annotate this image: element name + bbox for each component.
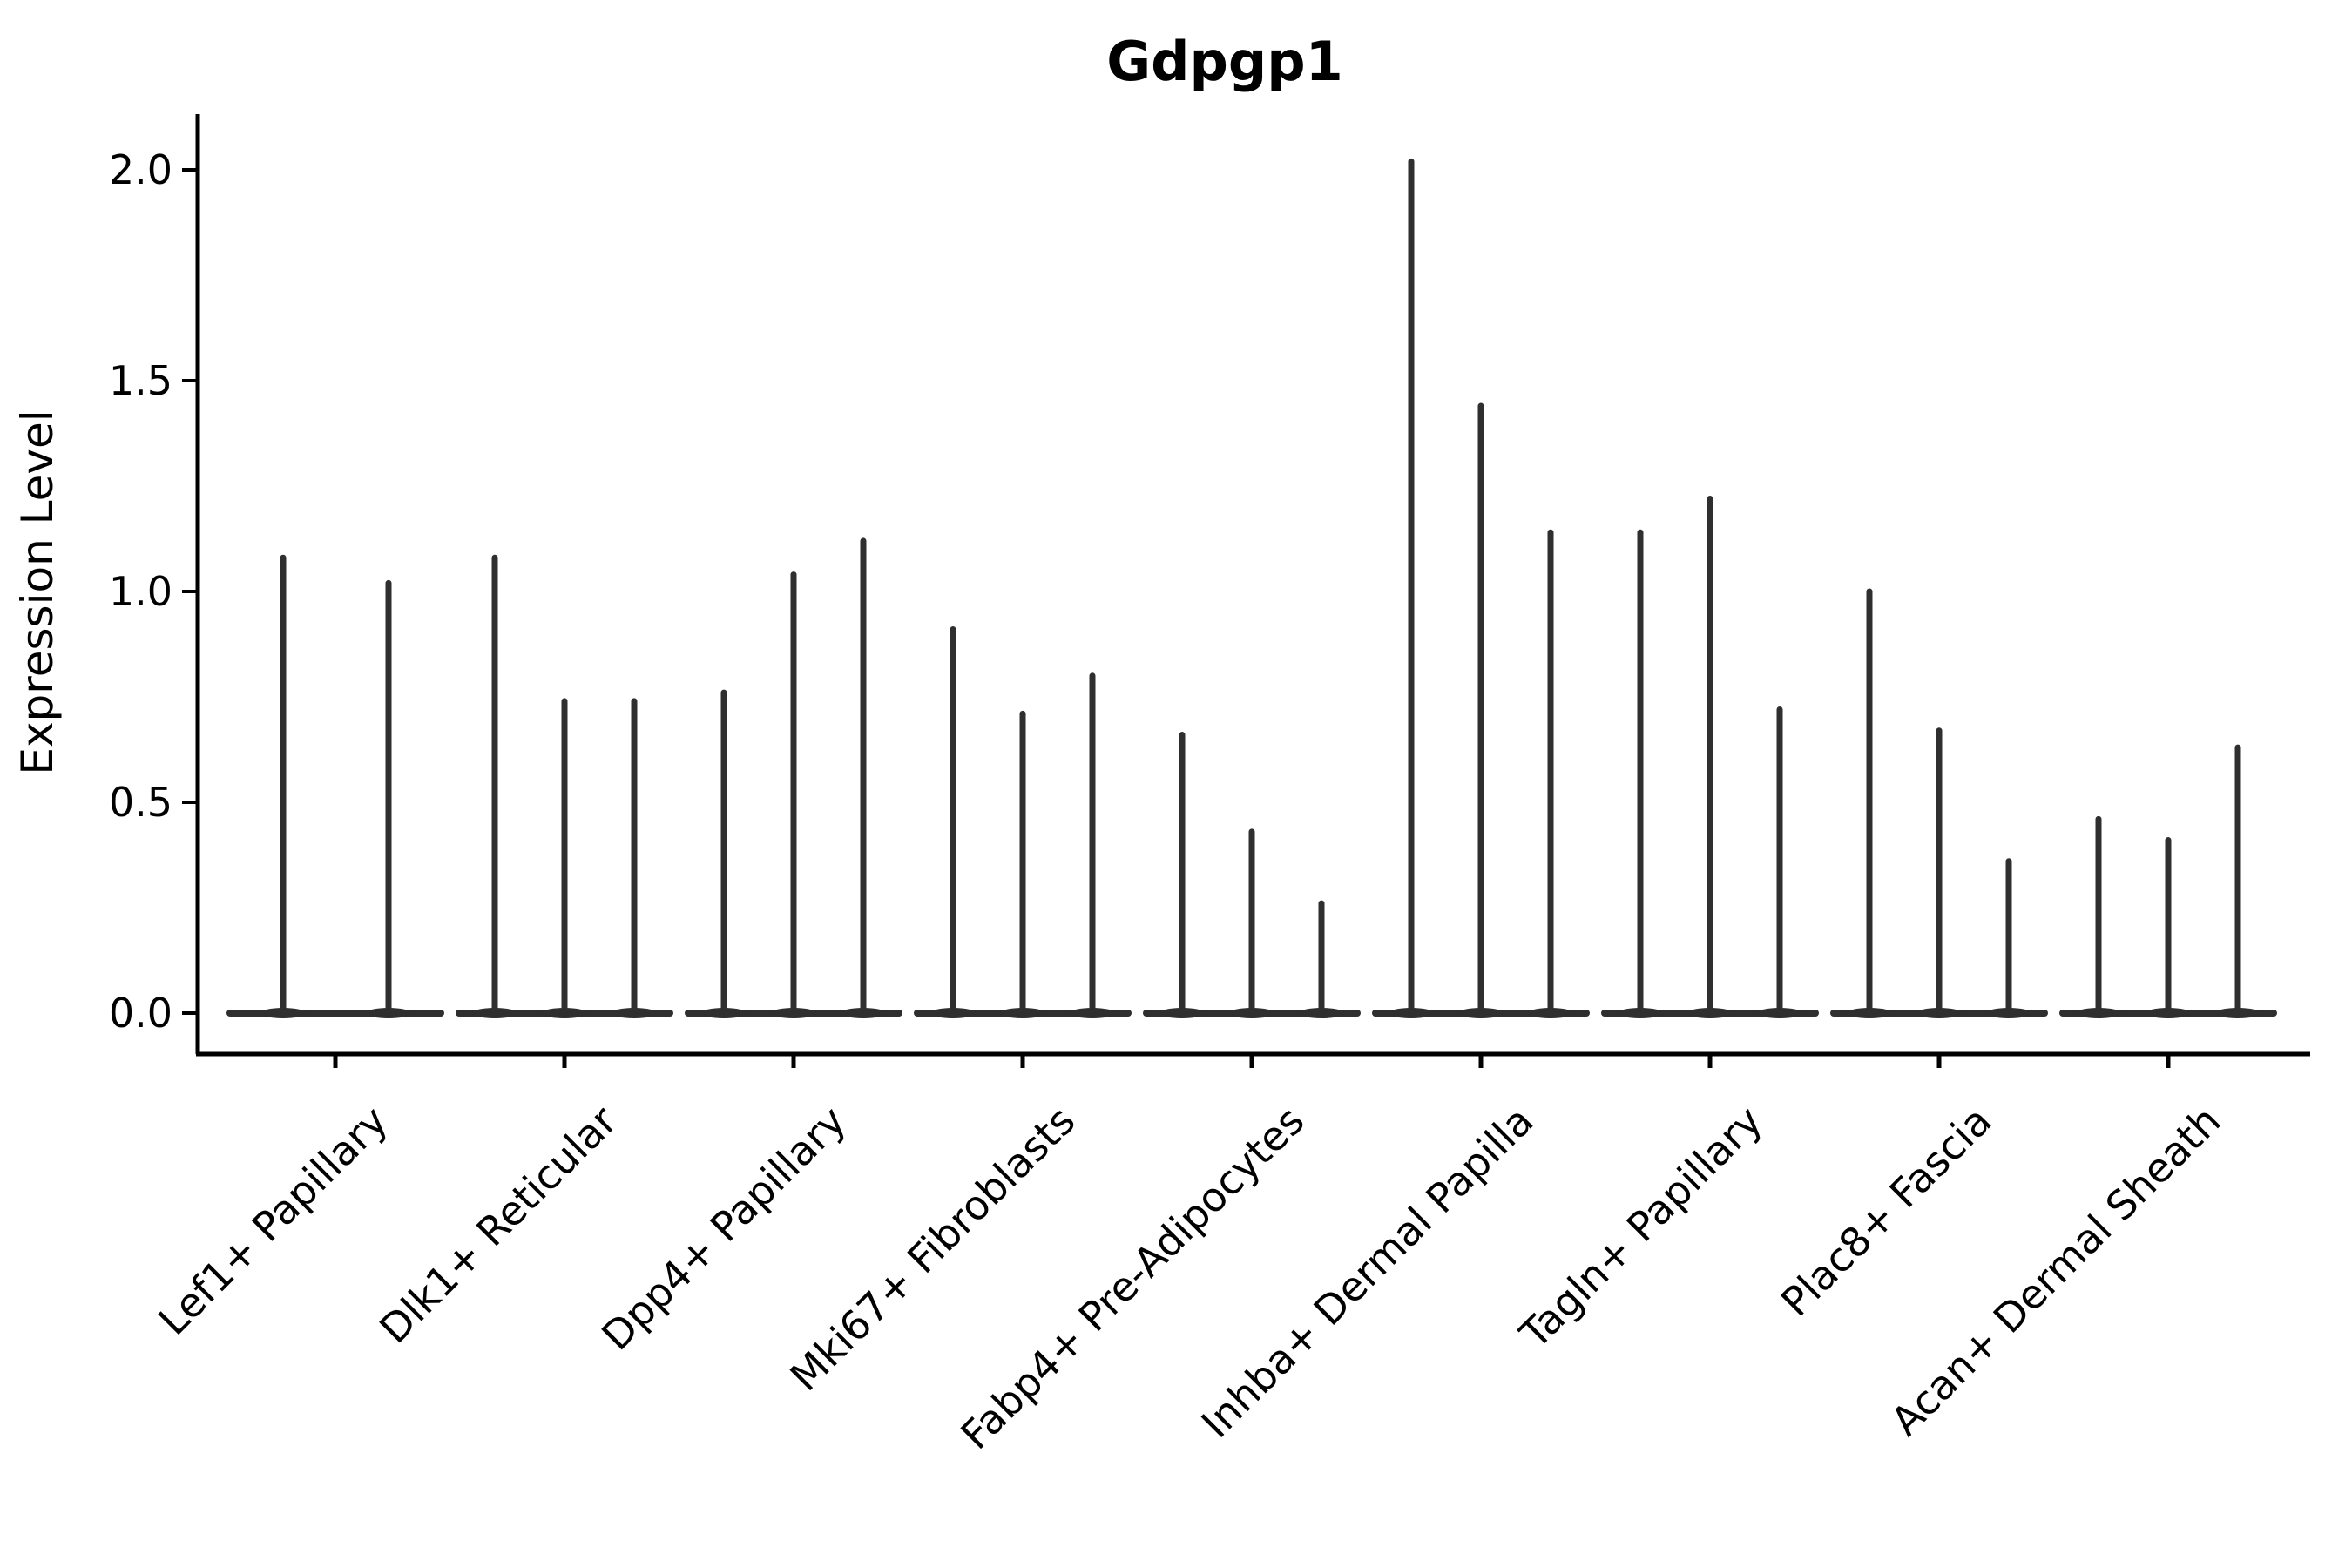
y-tick-label: 0.5 xyxy=(109,779,172,826)
violin-group xyxy=(226,554,444,1018)
x-tick-label: Tagln+ Papillary xyxy=(1511,1097,1772,1358)
chart-title: Gdpgp1 xyxy=(1106,30,1343,93)
violin-group xyxy=(1143,732,1361,1018)
violin-group xyxy=(685,537,902,1018)
violin-group xyxy=(1372,158,1590,1018)
x-tick-label: Lef1+ Papillary xyxy=(150,1097,397,1344)
y-tick-label: 0.0 xyxy=(109,990,172,1037)
violin-group xyxy=(1830,588,2048,1018)
violin-group xyxy=(1601,496,1819,1018)
y-tick-label: 1.5 xyxy=(109,357,172,404)
y-tick-label: 2.0 xyxy=(109,146,172,193)
x-tick-label: Dpp4+ Papillary xyxy=(592,1097,855,1359)
y-tick-label: 1.0 xyxy=(109,568,172,615)
x-tick-label: Plac8+ Fascia xyxy=(1772,1097,2000,1325)
x-tick-label: Dlk1+ Reticular xyxy=(370,1097,625,1352)
violin-group xyxy=(914,626,1132,1018)
violin-group xyxy=(456,554,673,1018)
y-axis-label: Expression Level xyxy=(12,409,63,774)
violins-layer xyxy=(226,158,2277,1018)
violin-group xyxy=(2059,744,2277,1018)
